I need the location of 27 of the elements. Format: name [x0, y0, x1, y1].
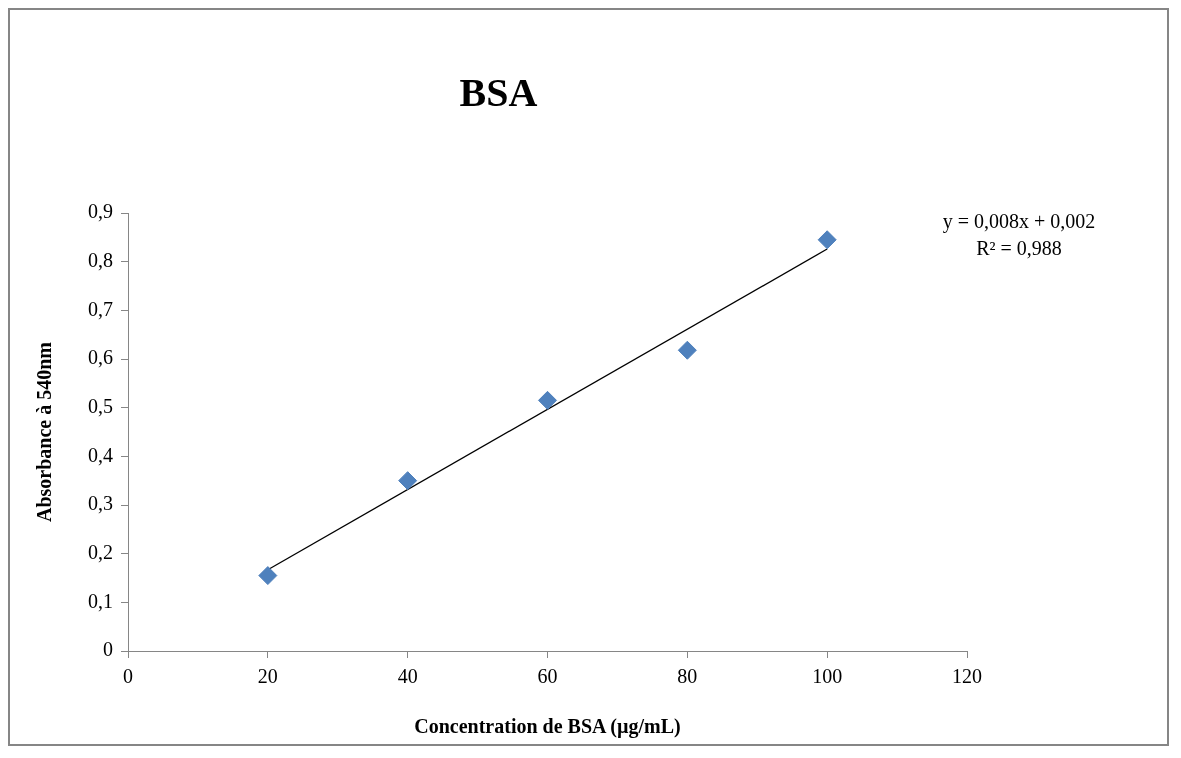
y-tick-label: 0,2 — [88, 540, 113, 563]
x-tick-label: 0 — [123, 665, 133, 688]
point — [398, 471, 418, 491]
point — [817, 230, 837, 250]
y-tick-label: 0,8 — [88, 248, 113, 271]
y-tick-label: 0,7 — [88, 297, 113, 320]
point — [538, 390, 557, 410]
chart-title: BSA — [459, 70, 538, 116]
x-tick-label: 20 — [257, 665, 278, 688]
x-tick-label: 80 — [677, 665, 698, 688]
y-tick-label: 0,1 — [88, 589, 113, 612]
x-tick-label: 100 — [812, 665, 843, 688]
y-tick-label: 0,6 — [88, 346, 113, 369]
text: R² = 0,988 — [976, 237, 1062, 260]
x-tick-label: 120 — [952, 665, 982, 688]
point — [677, 340, 697, 360]
y-tick-label: 0,4 — [88, 443, 113, 466]
x-axis-title: Concentration de BSA (µg/mL) — [414, 715, 681, 739]
point — [258, 566, 278, 586]
y-axis-title: Absorbance à 540nm — [33, 341, 56, 523]
x-tick-label: 40 — [397, 665, 418, 688]
y-tick-label: 0 — [103, 638, 113, 661]
y-tick-label: 0,5 — [88, 394, 113, 417]
y-tick-label: 0,9 — [88, 200, 113, 223]
y-tick-label: 0,3 — [88, 492, 113, 515]
annotation: y = 0,008x + 0,002 — [942, 210, 1096, 234]
x-tick-label: 60 — [537, 665, 558, 688]
